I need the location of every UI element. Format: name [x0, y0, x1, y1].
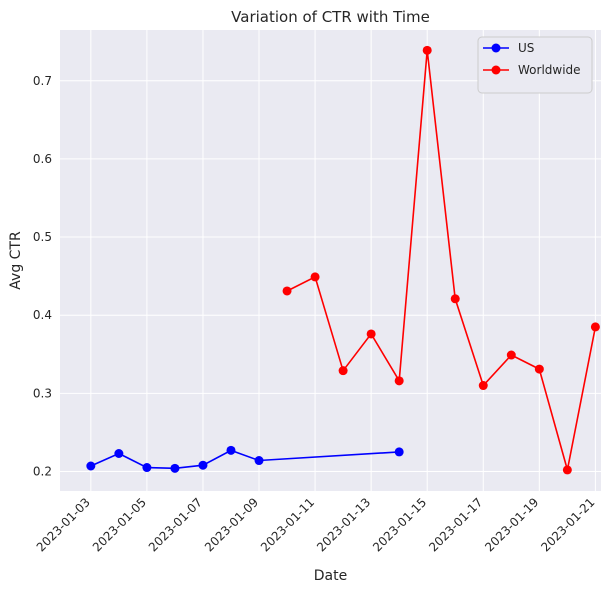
x-tick-label: 2023-01-11	[258, 495, 317, 554]
legend-marker	[491, 43, 501, 53]
y-axis-title: Avg CTR	[8, 231, 24, 290]
data-point-us	[142, 463, 152, 473]
legend-label: US	[518, 41, 534, 55]
y-tick-label: 0.6	[33, 152, 52, 166]
data-point-worldwide	[422, 45, 432, 55]
legend-box	[477, 36, 593, 94]
x-axis-title: Date	[314, 568, 347, 584]
data-point-us	[114, 448, 124, 458]
x-axis-ticks: 2023-01-032023-01-052023-01-072023-01-09…	[34, 495, 598, 554]
data-point-us	[226, 445, 236, 455]
data-point-worldwide	[366, 329, 376, 339]
chart-title: Variation of CTR with Time	[231, 8, 430, 26]
legend-label: Worldwide	[518, 63, 581, 77]
x-tick-label: 2023-01-03	[34, 495, 93, 554]
y-tick-label: 0.4	[33, 308, 52, 322]
data-point-worldwide	[506, 350, 516, 360]
data-point-worldwide	[478, 381, 488, 391]
y-tick-label: 0.2	[33, 464, 52, 478]
y-tick-label: 0.3	[33, 386, 52, 400]
data-point-worldwide	[450, 294, 460, 304]
x-tick-label: 2023-01-21	[538, 495, 597, 554]
data-point-us	[198, 460, 208, 470]
data-point-us	[394, 447, 404, 457]
x-tick-label: 2023-01-19	[482, 495, 541, 554]
data-point-worldwide	[310, 272, 320, 282]
data-point-us	[254, 456, 264, 466]
data-point-worldwide	[534, 364, 544, 374]
x-tick-label: 2023-01-05	[90, 495, 149, 554]
x-tick-label: 2023-01-13	[314, 495, 373, 554]
data-point-worldwide	[338, 366, 348, 376]
x-tick-label: 2023-01-09	[202, 495, 261, 554]
data-point-worldwide	[590, 322, 600, 332]
x-tick-label: 2023-01-07	[146, 495, 205, 554]
data-point-us	[86, 461, 96, 471]
y-axis-ticks: 0.2 0.3 0.4 0.5 0.6 0.7	[33, 74, 52, 479]
data-point-worldwide	[282, 286, 292, 296]
plot-area	[60, 30, 601, 491]
data-point-worldwide	[394, 376, 404, 386]
series-line-us	[90, 449, 400, 470]
grid	[60, 30, 601, 491]
data-point-worldwide	[562, 465, 572, 475]
y-tick-label: 0.7	[33, 74, 52, 88]
legend: US Worldwide	[477, 36, 593, 94]
legend-marker	[491, 65, 501, 75]
series-layer	[86, 45, 600, 475]
x-tick-label: 2023-01-17	[426, 495, 485, 554]
data-point-us	[170, 463, 180, 473]
series-line-worldwide	[286, 50, 597, 471]
x-tick-label: 2023-01-15	[370, 495, 429, 554]
y-tick-label: 0.5	[33, 230, 52, 244]
